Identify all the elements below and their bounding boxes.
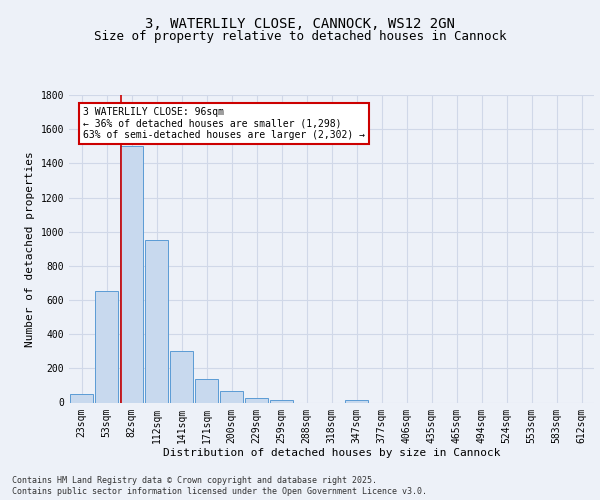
- Text: Contains HM Land Registry data © Crown copyright and database right 2025.: Contains HM Land Registry data © Crown c…: [12, 476, 377, 485]
- Bar: [345, 400, 368, 402]
- Bar: [270, 400, 293, 402]
- Bar: [120, 146, 143, 403]
- Bar: [95, 292, 118, 403]
- Bar: [170, 351, 193, 403]
- Y-axis label: Number of detached properties: Number of detached properties: [25, 151, 35, 346]
- Text: 3 WATERLILY CLOSE: 96sqm
← 36% of detached houses are smaller (1,298)
63% of sem: 3 WATERLILY CLOSE: 96sqm ← 36% of detach…: [83, 107, 365, 140]
- X-axis label: Distribution of detached houses by size in Cannock: Distribution of detached houses by size …: [163, 448, 500, 458]
- Bar: [245, 398, 268, 402]
- Text: 3, WATERLILY CLOSE, CANNOCK, WS12 2GN: 3, WATERLILY CLOSE, CANNOCK, WS12 2GN: [145, 18, 455, 32]
- Bar: [195, 378, 218, 402]
- Bar: [70, 394, 93, 402]
- Bar: [220, 392, 243, 402]
- Text: Contains public sector information licensed under the Open Government Licence v3: Contains public sector information licen…: [12, 487, 427, 496]
- Text: Size of property relative to detached houses in Cannock: Size of property relative to detached ho…: [94, 30, 506, 43]
- Bar: [145, 240, 168, 402]
